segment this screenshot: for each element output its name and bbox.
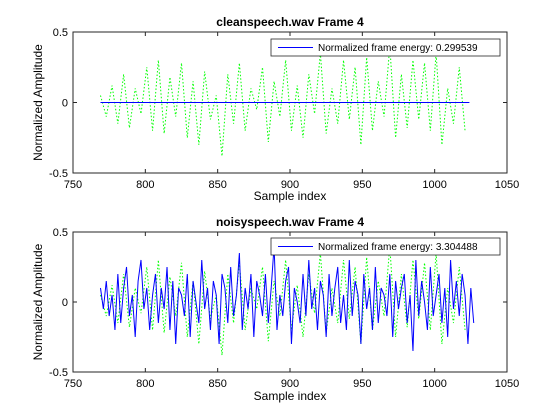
legend-entry: Normalized frame energy: 3.304488 bbox=[318, 242, 478, 253]
series-line-dotted bbox=[100, 46, 466, 157]
y-tick-label: 0.5 bbox=[53, 27, 68, 39]
y-tick-label: -0.5 bbox=[49, 168, 68, 180]
x-axis-label: Sample index bbox=[254, 389, 327, 403]
chart-title: noisyspeech.wav Frame 4 bbox=[216, 215, 364, 229]
axes-box bbox=[72, 31, 508, 174]
series-group bbox=[100, 46, 470, 157]
x-tick-label: 750 bbox=[64, 378, 82, 390]
x-tick-label: 1050 bbox=[495, 179, 519, 191]
legend-box bbox=[270, 38, 501, 57]
x-tick-label: 850 bbox=[208, 378, 226, 390]
chart-title: cleanspeech.wav Frame 4 bbox=[216, 15, 364, 29]
x-tick-label: 750 bbox=[64, 179, 82, 191]
series-group bbox=[99, 245, 475, 356]
x-tick-label: 900 bbox=[281, 378, 299, 390]
axes-box bbox=[72, 231, 508, 373]
y-tick-label: 0.5 bbox=[53, 227, 68, 239]
x-tick-label: 900 bbox=[281, 179, 299, 191]
subplot-noisy: noisyspeech.wav Frame 4 Sample index Nor… bbox=[31, 215, 519, 403]
x-tick-label: 800 bbox=[136, 378, 154, 390]
legend-box bbox=[270, 237, 501, 256]
tick-group: 750 800 850 900 950 1000 1050 -0.5 0 0.5 bbox=[49, 227, 519, 390]
tick-group: 750 800 850 900 950 1000 1050 -0.5 0 0.5 bbox=[49, 27, 519, 191]
x-tick-label: 950 bbox=[353, 179, 371, 191]
x-axis-label: Sample index bbox=[254, 189, 327, 203]
series-line bbox=[99, 245, 475, 352]
x-tick-label: 1050 bbox=[495, 378, 519, 390]
series-line-dotted bbox=[100, 245, 466, 356]
x-tick-label: 950 bbox=[353, 378, 371, 390]
y-tick-label: -0.5 bbox=[49, 367, 68, 379]
legend: Normalized frame energy: 0.299539 bbox=[270, 38, 501, 57]
y-tick-label: 0 bbox=[62, 98, 68, 110]
y-axis-label: Normalized Amplitude bbox=[31, 44, 45, 161]
x-tick-label: 800 bbox=[136, 179, 154, 191]
x-tick-label: 850 bbox=[208, 179, 226, 191]
y-tick-label: 0 bbox=[62, 297, 68, 309]
legend-entry: Normalized frame energy: 0.299539 bbox=[318, 43, 478, 54]
legend: Normalized frame energy: 3.304488 bbox=[270, 237, 501, 256]
subplot-clean: cleanspeech.wav Frame 4 Sample index Nor… bbox=[31, 15, 519, 203]
y-axis-label: Normalized Amplitude bbox=[31, 243, 45, 360]
x-tick-label: 1000 bbox=[422, 378, 446, 390]
x-tick-label: 1000 bbox=[422, 179, 446, 191]
